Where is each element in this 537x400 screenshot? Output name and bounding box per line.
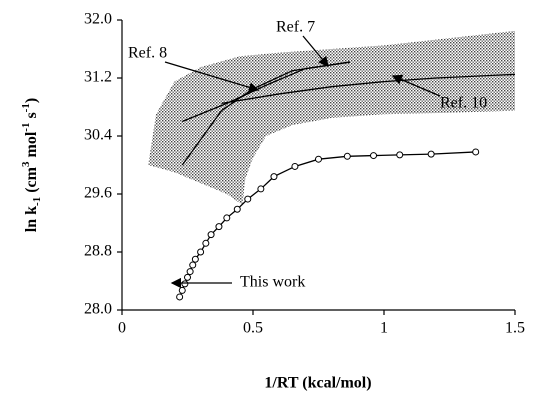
y-axis-label-part: ) [23,98,40,103]
x-tick-label: 1 [380,320,388,337]
data-point [207,231,215,239]
y-tick-label: 31.2 [84,69,112,86]
y-tick-label: 28.0 [84,301,112,318]
y-axis-label-part: 3 [20,161,32,167]
y-axis-label-part: -1 [20,123,32,132]
data-point [223,214,231,222]
data-point [189,261,197,269]
arrow [391,74,441,97]
series-line [181,61,351,166]
data-point [244,195,252,203]
y-tick-label: 29.6 [84,185,112,202]
data-point [472,148,480,156]
data-point [396,151,404,159]
x-axis-label: 1/RT (kcal/mol) [264,375,371,392]
data-point [343,152,351,160]
y-axis-label: ln k-1 (cm3 mol-1 s-1) [20,98,43,232]
data-point [202,239,210,247]
data-point [181,280,189,288]
data-point [270,173,278,181]
y-axis-label-part: -1 [31,197,43,206]
y-tick-label: 28.8 [84,243,112,260]
arrow [164,61,260,93]
y-axis-label-part: s [23,112,40,122]
data-point [370,152,378,160]
arrow [302,35,329,67]
data-point [427,150,435,158]
annotation: Ref. 10 [440,95,487,112]
y-tick-label: 30.4 [84,127,112,144]
series-line [221,73,516,105]
x-tick-label: 0 [118,320,126,337]
data-point [233,205,241,213]
y-tick-label: 32.0 [84,11,112,28]
data-point [315,155,322,163]
shaded-region [148,30,515,205]
data-point [178,286,186,294]
y-axis-label-part: -1 [20,103,32,112]
y-axis-label-part: (cm [23,166,40,196]
annotation: Ref. 8 [128,45,167,62]
data-point [291,162,299,170]
data-point [184,273,191,281]
y-axis-label-part: mol [23,131,40,161]
data-point [191,255,199,263]
data-point [186,268,194,276]
x-tick-label: 0.5 [243,320,263,337]
data-point [257,185,265,193]
data-point [176,293,184,301]
x-tick-label: 1.5 [505,320,525,337]
annotation: This work [240,274,305,291]
data-point [197,248,205,256]
y-axis-label-part: ln k [23,206,40,232]
data-point [215,223,223,231]
annotation: Ref. 7 [276,19,315,36]
